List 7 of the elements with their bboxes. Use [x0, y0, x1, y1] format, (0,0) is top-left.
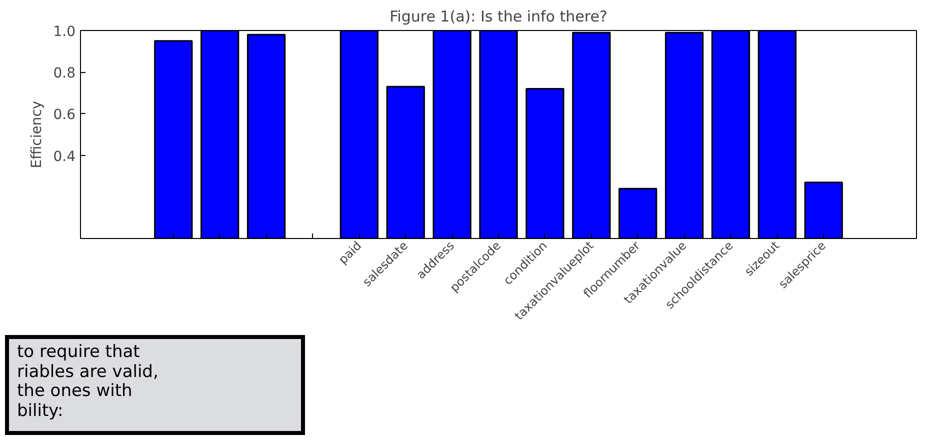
- y-tick-label: 0.4: [53, 148, 76, 165]
- y-axis-title: Efficiency: [29, 100, 46, 168]
- y-tick-label: 0.8: [53, 66, 76, 82]
- text: to require that riables are valid, the ones with bility:: [17, 342, 158, 422]
- chart-title: Figure 1(a): Is the info there?: [390, 8, 608, 26]
- y-tick-label: 0.6: [53, 107, 76, 124]
- y-tick-label: 1.0: [53, 24, 76, 40]
